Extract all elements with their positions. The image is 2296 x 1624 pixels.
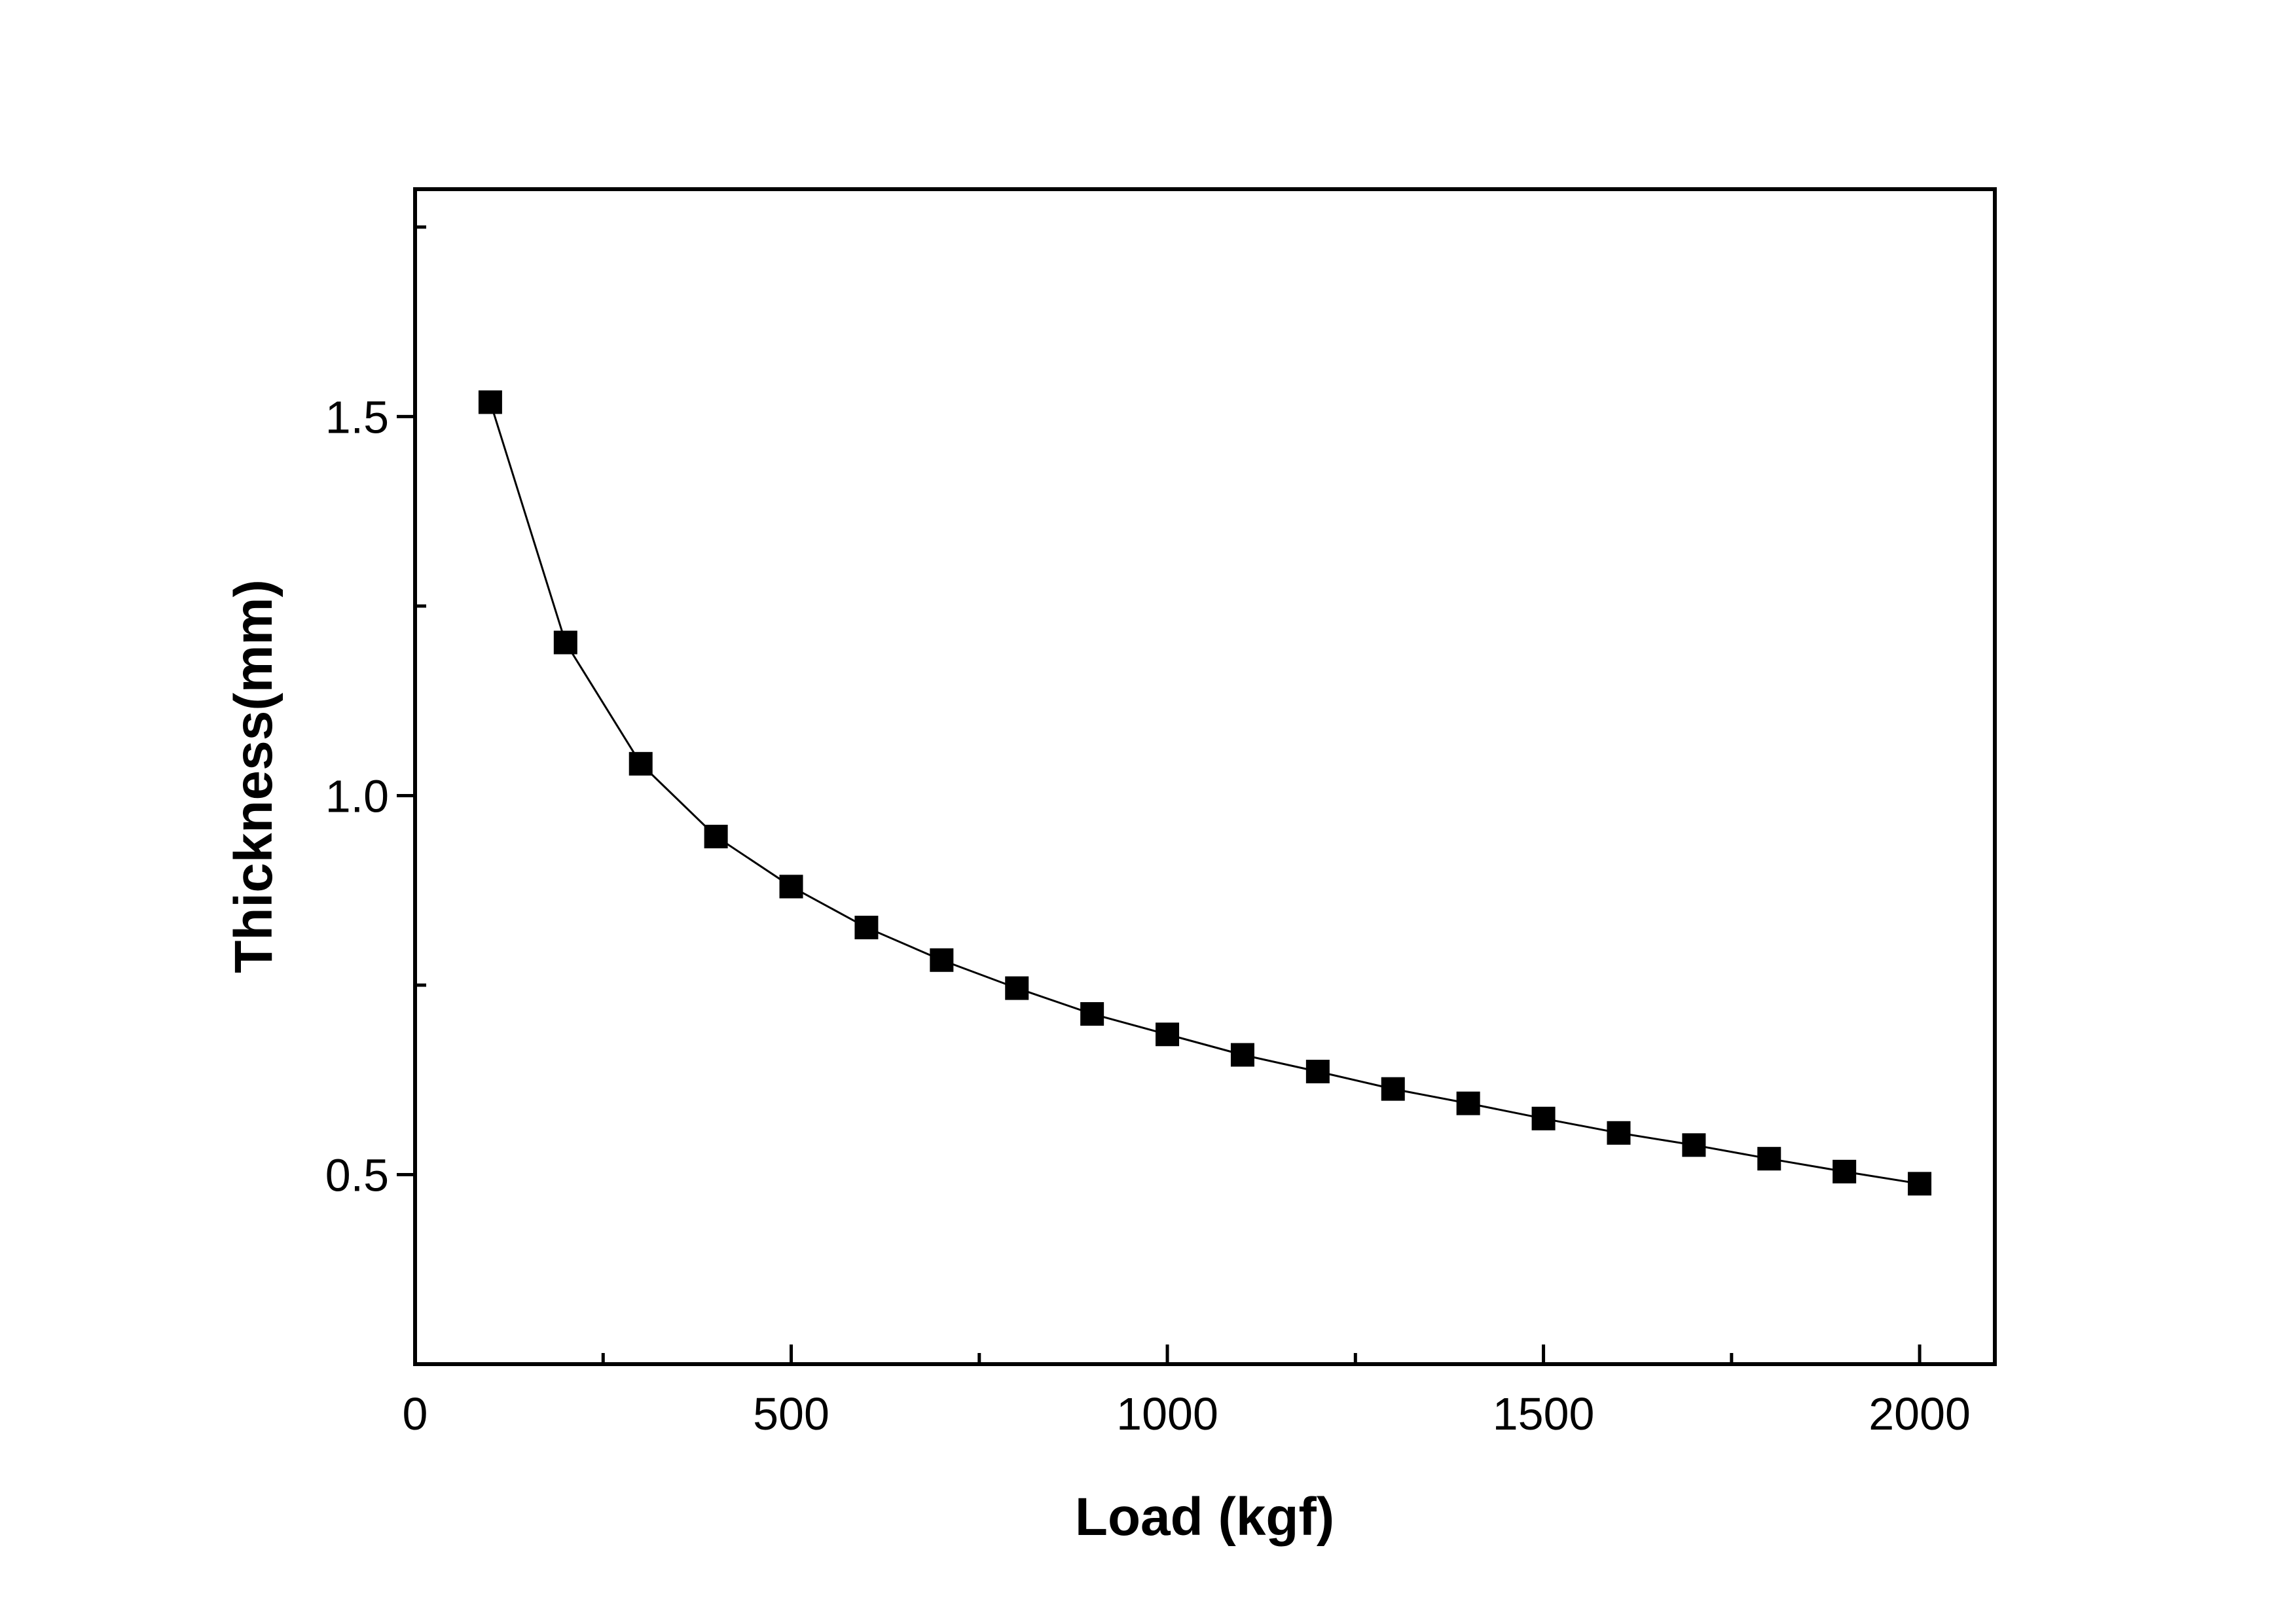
data-point: [1682, 1133, 1706, 1157]
y-axis-title: Thickness(mm): [224, 579, 283, 973]
data-point: [1230, 1043, 1254, 1067]
x-tick-label: 1000: [1116, 1388, 1218, 1439]
x-axis-title: Load (kgf): [1075, 1487, 1334, 1547]
x-tick-label: 2000: [1868, 1388, 1971, 1439]
y-tick-label: 0.5: [325, 1149, 389, 1200]
data-point: [1005, 976, 1029, 1000]
data-point: [704, 824, 728, 848]
series-line: [489, 401, 1920, 1185]
data-point: [779, 875, 803, 899]
data-point: [930, 948, 954, 972]
data-point: [1607, 1121, 1631, 1145]
data-point: [478, 390, 502, 414]
x-tick-label: 0: [403, 1388, 428, 1439]
data-point: [854, 915, 879, 939]
data-point: [1757, 1147, 1781, 1171]
x-tick-label: 1500: [1493, 1388, 1595, 1439]
data-point: [1531, 1106, 1556, 1130]
data-point: [1832, 1159, 1857, 1183]
data-point: [1381, 1077, 1405, 1101]
data-point: [1456, 1091, 1480, 1115]
data-point: [1305, 1059, 1330, 1083]
data-point: [1080, 1001, 1104, 1026]
data-point: [1908, 1172, 1932, 1196]
y-tick-label: 1.5: [325, 391, 389, 442]
plot-frame: [413, 187, 1997, 1366]
y-tick-label: 1.0: [325, 770, 389, 821]
data-point: [1156, 1022, 1180, 1047]
data-point: [629, 751, 653, 776]
x-tick-label: 500: [753, 1388, 829, 1439]
data-point: [553, 630, 577, 655]
